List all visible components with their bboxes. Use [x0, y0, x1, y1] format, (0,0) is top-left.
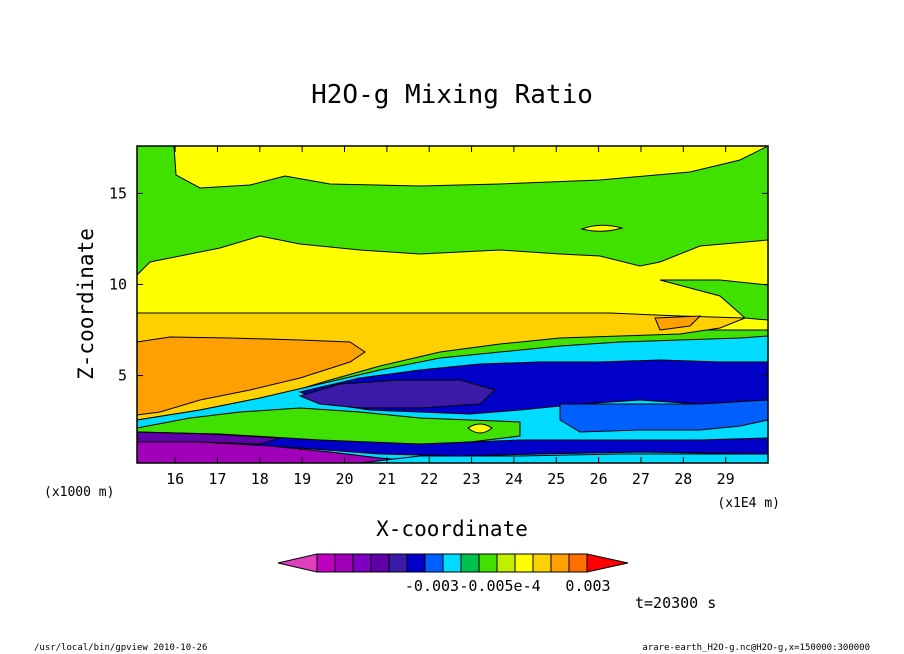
colorbar-segment: [424, 553, 444, 573]
colorbar-segment: [352, 553, 372, 573]
colorbar-max-triangle: [586, 553, 629, 573]
plot-area: [137, 146, 768, 463]
colorbar: [277, 553, 629, 573]
colorbar-label: -0.005e-4: [459, 577, 540, 595]
x-unit-right: (x1E4 m): [717, 496, 780, 511]
region-orange-dark: [137, 336, 366, 416]
x-tick-label: 29: [717, 470, 735, 488]
colorbar-min-triangle: [277, 553, 318, 573]
colorbar-segment: [550, 553, 570, 573]
plot-frame: [136, 145, 769, 464]
colorbar-label: -0.003: [405, 577, 459, 595]
x-unit-left: (x1000 m): [44, 485, 114, 500]
x-tick-label: 21: [378, 470, 396, 488]
x-tick-label: 28: [674, 470, 692, 488]
x-tick-label: 22: [420, 470, 438, 488]
x-tick-label: 18: [251, 470, 269, 488]
region-cyan-bottom-right: [359, 453, 768, 463]
colorbar-segment: [496, 553, 516, 573]
region-violet-strip: [137, 431, 281, 445]
region-darkblue-core: [298, 379, 496, 409]
y-axis-ticks: 5 10 15: [109, 184, 768, 385]
y-tick-label: 5: [118, 367, 127, 385]
colorbar-segment: [316, 553, 336, 573]
x-tick-label: 27: [632, 470, 650, 488]
footer-right: arare-earth_H2O-g.nc@H2O-g,x=150000:3000…: [642, 643, 870, 653]
region-yellow-small: [580, 224, 624, 232]
colorbar-segment: [514, 553, 534, 573]
region-yellow-top: [173, 146, 768, 189]
x-tick-label: 24: [505, 470, 523, 488]
colorbar-segment: [532, 553, 552, 573]
y-tick-label: 15: [109, 184, 127, 202]
colorbar-segment: [334, 553, 354, 573]
region-yellow-middle: [137, 235, 768, 331]
colorbar-label: 0.003: [565, 577, 610, 595]
colorbar-segment: [460, 553, 480, 573]
y-axis-label: Z-coordinate: [74, 228, 98, 380]
x-axis-label: X-coordinate: [376, 517, 528, 541]
colorbar-segment: [442, 553, 462, 573]
x-tick-label: 23: [463, 470, 481, 488]
colorbar-segment: [478, 553, 498, 573]
region-yellow-bubble: [467, 423, 493, 434]
colorbar-segment: [388, 553, 408, 573]
y-tick-label: 10: [109, 275, 127, 293]
colorbar-segment: [406, 553, 426, 573]
x-tick-label: 16: [166, 470, 184, 488]
chart-title: H2O-g Mixing Ratio: [311, 80, 593, 110]
x-tick-label: 25: [547, 470, 565, 488]
colorbar-segment: [370, 553, 390, 573]
region-orange-inner: [654, 315, 702, 331]
x-tick-label: 20: [335, 470, 353, 488]
footer-left: /usr/local/bin/gpview 2010-10-26: [34, 643, 207, 653]
time-label: t=20300 s: [635, 594, 716, 612]
x-tick-label: 19: [293, 470, 311, 488]
colorbar-segment: [568, 553, 588, 573]
region-lightgreen-right: [659, 279, 768, 321]
colorbar-labels: -0.003 -0.005e-4 0.003: [405, 577, 611, 595]
x-tick-label: 26: [590, 470, 608, 488]
x-axis-ticks: 16 17 18 19 20 21 22 23 24 25 26 27 28 29: [166, 146, 735, 488]
region-blue-right: [559, 399, 768, 433]
x-tick-label: 17: [208, 470, 226, 488]
